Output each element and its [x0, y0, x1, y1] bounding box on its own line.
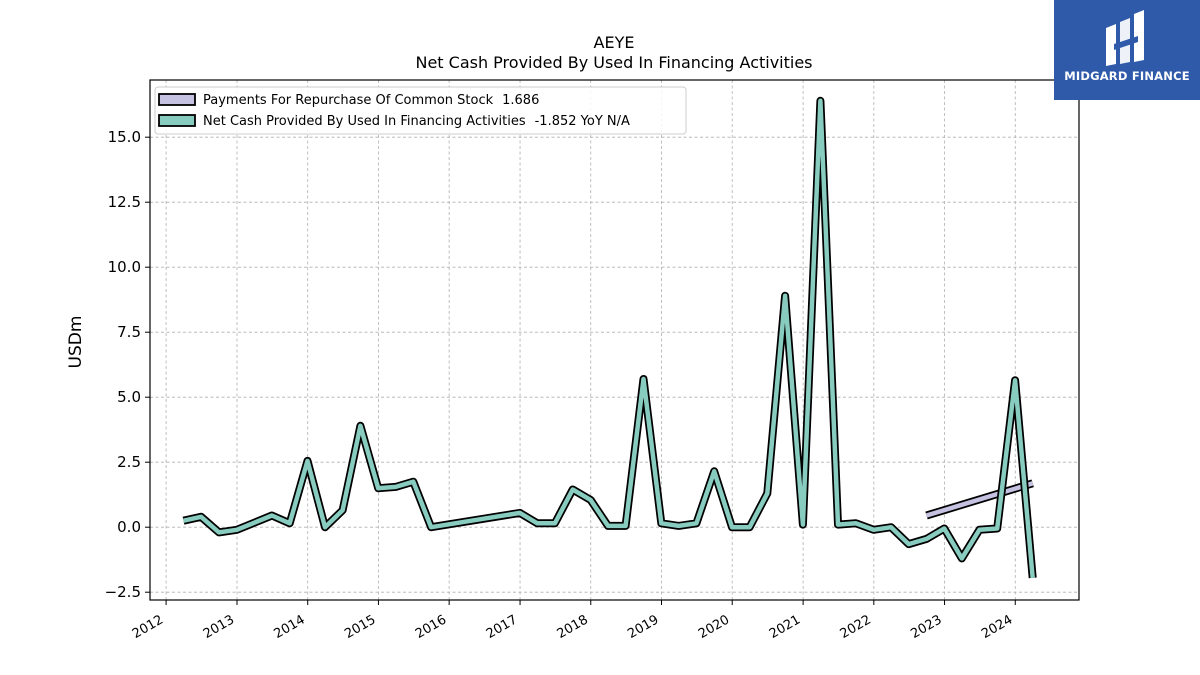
- brand-name: MIDGARD FINANCE: [1064, 69, 1190, 83]
- x-tick-label: 2019: [625, 612, 661, 642]
- legend-label-financing: Net Cash Provided By Used In Financing A…: [203, 114, 630, 129]
- x-tick-label: 2012: [130, 612, 166, 642]
- axis-layer: −2.5 0.0 2.5 5.0 7.5 10.0 12.5 15.0 2012 2013 2014…: [105, 128, 1016, 642]
- x-tick-label: 2020: [696, 612, 732, 642]
- y-tick-label: 2.5: [117, 453, 141, 471]
- y-axis-label: USDm: [66, 316, 86, 369]
- x-tick-label: 2023: [908, 612, 944, 642]
- legend-label-repurchase: Payments For Repurchase Of Common Stock 1…: [203, 93, 539, 108]
- x-tick-label: 2015: [342, 612, 378, 642]
- brand-logo: MIDGARD FINANCE: [1054, 0, 1200, 100]
- y-tick-label: 12.5: [108, 193, 141, 211]
- legend-swatch-repurchase: [158, 93, 196, 106]
- series-outline-financing: [182, 96, 1037, 579]
- y-tick-label: 7.5: [117, 323, 141, 341]
- x-tick-label: 2013: [201, 612, 237, 642]
- y-tick-label: 5.0: [117, 388, 141, 406]
- x-tick-label: 2016: [413, 612, 449, 642]
- legend-swatch-financing: [158, 114, 196, 127]
- x-tick-label: 2018: [555, 612, 591, 642]
- x-tick-label: 2024: [979, 612, 1015, 642]
- y-tick-label: −2.5: [105, 583, 141, 601]
- x-tick-label: 2017: [484, 612, 520, 642]
- legend-frame: [154, 86, 687, 135]
- x-tick-label: 2014: [272, 612, 308, 642]
- midgard-logo-icon: [1106, 10, 1144, 66]
- x-tick-label: 2021: [767, 612, 803, 642]
- x-tick-label: 2022: [838, 612, 874, 642]
- chart-title: AEYE: [594, 33, 635, 52]
- y-tick-label: 0.0: [117, 518, 141, 536]
- series-line-repurchase: [925, 481, 1034, 518]
- series-layer: [182, 96, 1037, 579]
- y-tick-label: 10.0: [108, 258, 141, 276]
- chart-subtitle: Net Cash Provided By Used In Financing A…: [415, 53, 812, 72]
- legend: Payments For Repurchase Of Common Stock 1…: [154, 86, 687, 135]
- y-tick-label: 15.0: [108, 128, 141, 146]
- series-line-financing: [183, 98, 1035, 579]
- plot-frame: [149, 79, 1080, 601]
